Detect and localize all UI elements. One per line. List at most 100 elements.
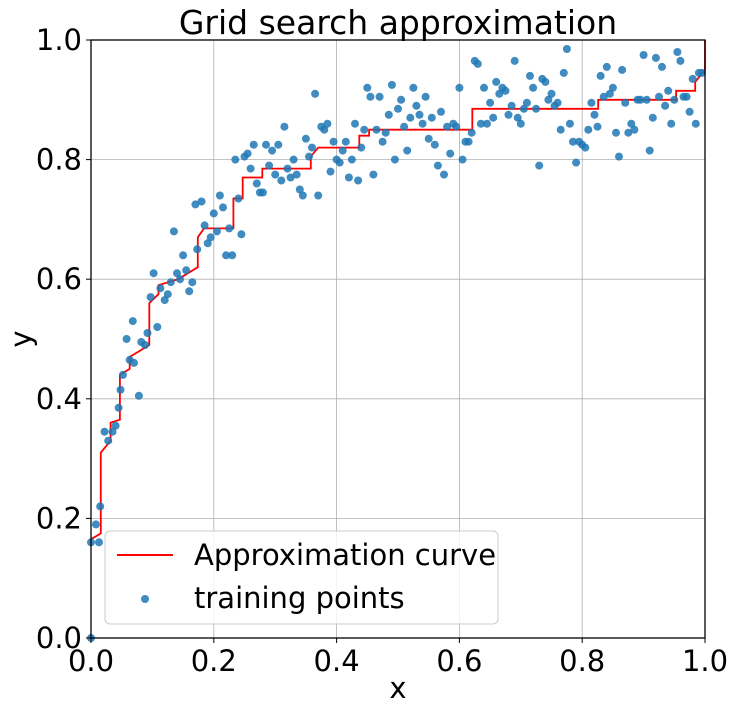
training-point: [134, 391, 143, 400]
training-point: [341, 137, 350, 146]
training-point: [326, 167, 335, 176]
training-point: [409, 83, 418, 92]
training-point: [320, 125, 329, 134]
training-point: [541, 77, 550, 86]
x-tick-label: 0.4: [314, 644, 360, 678]
training-point: [114, 403, 123, 412]
approximation-curve: [90, 40, 706, 541]
training-point: [277, 176, 286, 185]
training-point: [335, 158, 344, 167]
training-point: [363, 83, 372, 92]
training-point: [212, 227, 221, 236]
training-points: [87, 45, 706, 642]
training-point: [314, 191, 323, 200]
training-point: [529, 83, 538, 92]
training-point: [670, 95, 679, 104]
training-point: [397, 95, 406, 104]
training-point: [532, 104, 541, 113]
y-tick-label: 1.0: [36, 23, 82, 57]
training-point: [608, 83, 617, 92]
training-point: [347, 155, 356, 164]
training-point: [658, 62, 666, 71]
y-tick-label: 0.2: [36, 501, 82, 535]
training-point: [323, 119, 332, 128]
training-point: [108, 427, 117, 436]
training-point: [544, 95, 553, 104]
training-point: [237, 230, 246, 239]
training-point: [215, 191, 224, 200]
training-point: [231, 155, 240, 164]
training-point: [593, 122, 602, 131]
training-point: [562, 45, 571, 53]
training-point: [243, 149, 252, 158]
training-point: [295, 185, 304, 194]
training-point: [464, 137, 473, 146]
training-point: [418, 119, 427, 128]
training-point: [249, 140, 258, 149]
training-point: [667, 119, 676, 128]
training-point: [222, 251, 231, 260]
training-point: [400, 122, 409, 131]
training-point: [630, 125, 639, 134]
training-point: [535, 161, 544, 170]
training-point: [446, 149, 455, 158]
training-point: [565, 119, 574, 128]
training-point: [289, 155, 298, 164]
training-point: [504, 110, 513, 119]
training-point: [489, 113, 498, 122]
training-point: [605, 89, 614, 98]
training-point: [452, 122, 461, 131]
training-point: [553, 98, 562, 107]
training-point: [427, 113, 436, 122]
training-point: [486, 98, 495, 107]
training-point: [262, 140, 270, 149]
training-point: [596, 71, 605, 80]
training-point: [344, 173, 353, 182]
training-point: [522, 98, 531, 107]
training-point: [305, 152, 313, 161]
training-point: [599, 92, 608, 101]
training-point: [146, 293, 155, 302]
training-point: [495, 89, 504, 98]
training-point: [182, 266, 191, 275]
training-point: [366, 92, 375, 101]
training-point: [559, 68, 568, 77]
training-point: [95, 538, 103, 547]
training-point: [111, 421, 120, 430]
training-point: [676, 56, 685, 65]
x-axis-label: x: [389, 671, 406, 705]
training-point: [406, 113, 415, 122]
training-point: [621, 98, 630, 107]
legend-label-points: training points: [194, 581, 405, 615]
y-tick-label: 0.8: [36, 143, 82, 177]
y-ticks: 0.0 0.2 0.4 0.6 0.8 1.0: [36, 23, 91, 655]
training-point: [96, 502, 105, 511]
training-point: [197, 197, 206, 206]
training-point: [618, 65, 627, 74]
training-point: [188, 278, 197, 287]
training-point: [473, 59, 482, 68]
legend-label-curve: Approximation curve: [194, 538, 496, 572]
training-point: [661, 101, 670, 110]
training-point: [156, 284, 165, 293]
training-point: [664, 86, 673, 95]
training-point: [128, 317, 137, 326]
training-point: [639, 51, 648, 59]
training-point: [645, 146, 654, 155]
training-point: [286, 173, 295, 182]
legend-point-swatch: [141, 595, 149, 603]
training-point: [685, 107, 694, 116]
training-point: [91, 520, 100, 529]
training-point: [384, 110, 393, 119]
training-point: [556, 125, 565, 134]
training-point: [624, 128, 633, 137]
training-point: [372, 125, 381, 134]
training-point: [648, 113, 657, 122]
training-point: [443, 122, 452, 131]
training-point: [265, 161, 274, 170]
training-point: [513, 113, 522, 122]
training-point: [280, 122, 289, 131]
training-point: [252, 179, 261, 188]
training-point: [179, 251, 188, 260]
training-point: [329, 137, 338, 146]
